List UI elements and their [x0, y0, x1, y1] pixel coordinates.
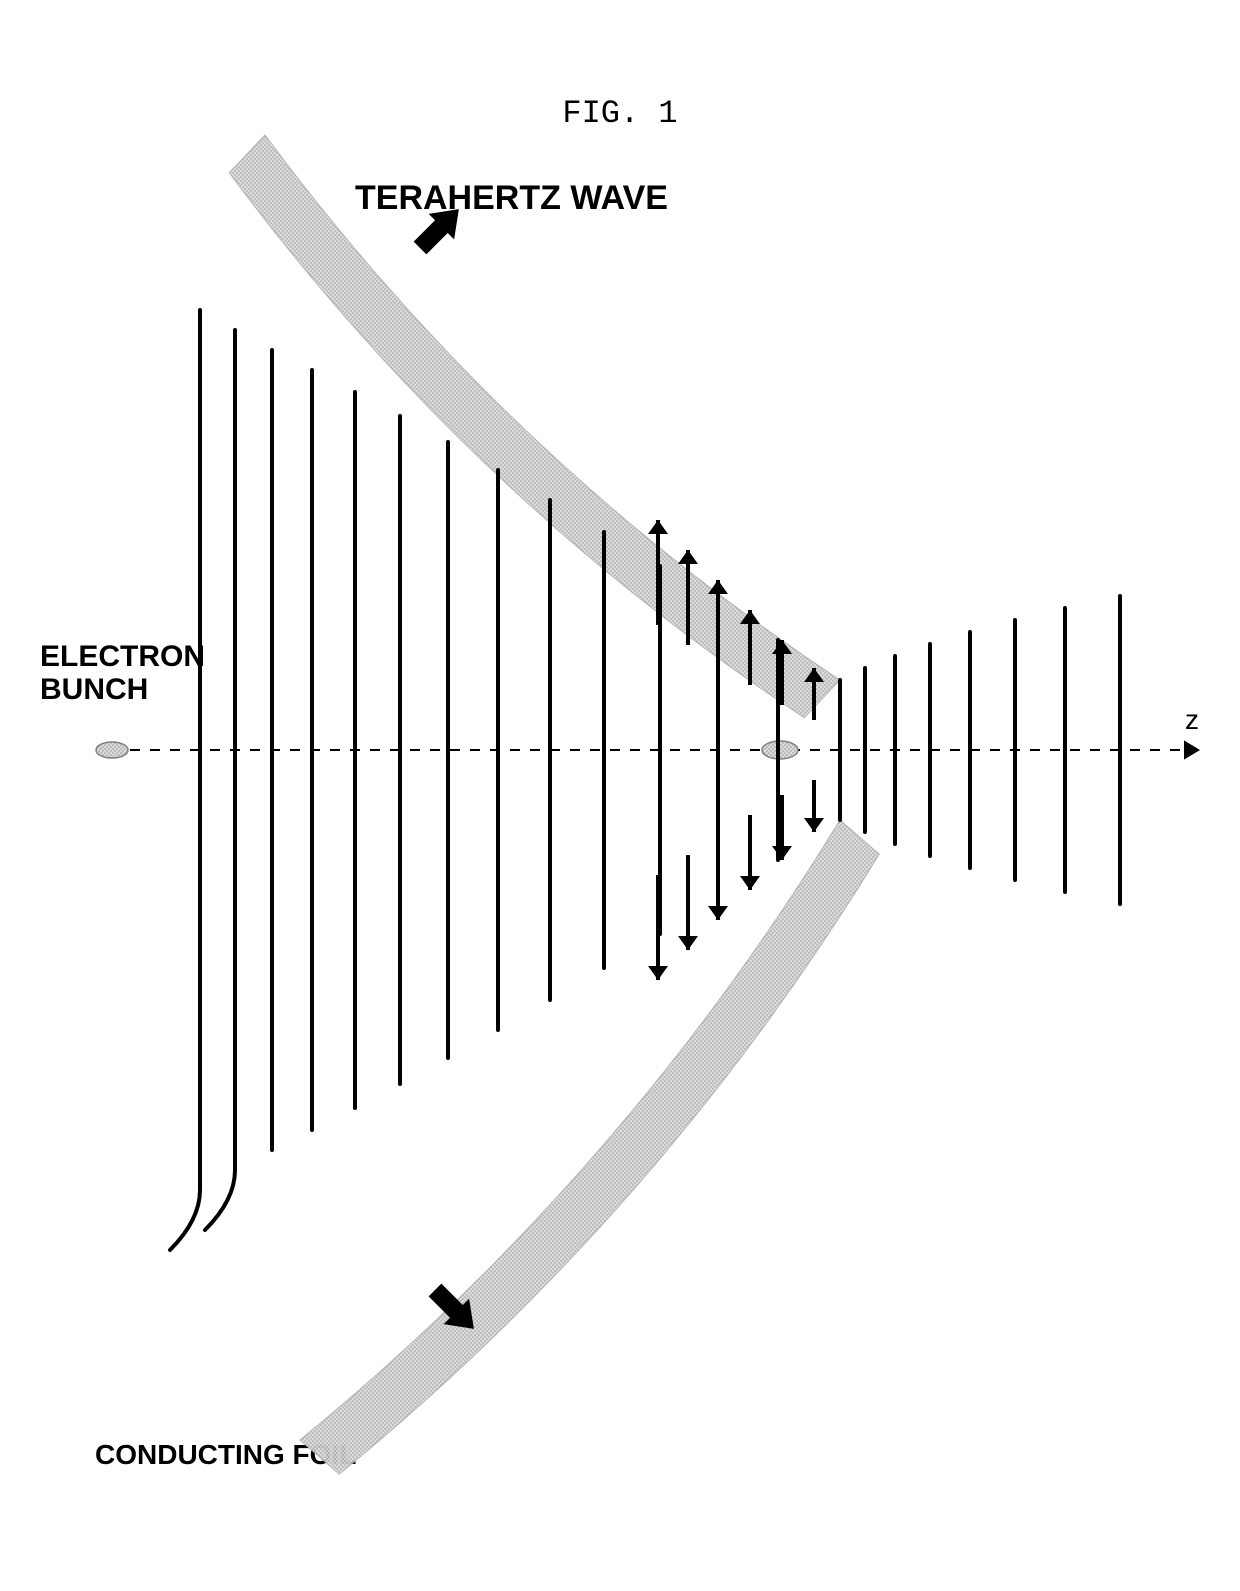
diagram-svg — [0, 0, 1240, 1591]
